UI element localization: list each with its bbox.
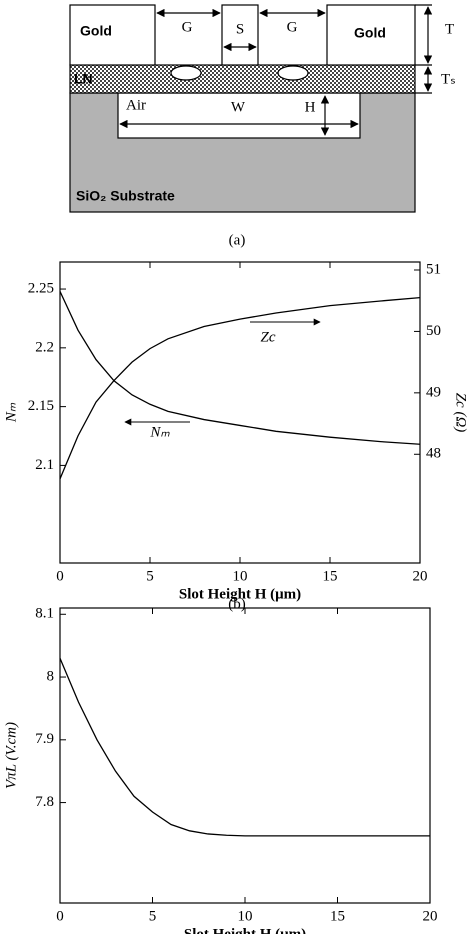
y-axis-label: Nₘ xyxy=(3,402,19,423)
label: Gold xyxy=(354,25,386,41)
x-tick-label: 10 xyxy=(238,908,253,924)
mode xyxy=(277,65,309,81)
y2-tick-label: 51 xyxy=(426,261,441,277)
y2-axis-label: Zc (Ω) xyxy=(453,393,469,433)
y-tick-label: 2.1 xyxy=(35,457,54,473)
label: W xyxy=(231,99,246,115)
series-label: Nₘ xyxy=(149,424,170,440)
ln-layer xyxy=(69,64,416,94)
y2-tick-label: 50 xyxy=(426,323,441,339)
label: T xyxy=(445,21,454,37)
x-tick-label: 10 xyxy=(233,568,248,584)
x-axis-label: Slot Height H (μm) xyxy=(184,926,306,934)
signal-electrode xyxy=(221,4,259,66)
label: G xyxy=(287,19,298,35)
y-axis-label: VπL (V.cm) xyxy=(3,722,19,789)
label: LN xyxy=(74,71,93,87)
y-tick-label: 8 xyxy=(47,668,55,684)
x-tick-label: 20 xyxy=(413,568,428,584)
x-tick-label: 0 xyxy=(56,568,64,584)
x-tick-label: 20 xyxy=(423,908,438,924)
data-line xyxy=(59,657,430,837)
label: Air xyxy=(126,97,146,113)
label: S xyxy=(236,21,244,37)
mode xyxy=(170,65,202,81)
caption: (b) xyxy=(228,596,246,612)
x-axis-label: Slot Height H (μm) xyxy=(179,586,301,602)
y2-tick-label: 48 xyxy=(426,446,441,462)
label: G xyxy=(182,19,193,35)
y-tick-label: 8.1 xyxy=(35,606,54,622)
label: SiO₂ Substrate xyxy=(76,188,175,204)
plot-frame xyxy=(59,261,421,564)
label: Gold xyxy=(80,23,112,39)
label: H xyxy=(305,99,316,115)
caption: (a) xyxy=(229,232,246,248)
y-tick-label: 2.2 xyxy=(35,339,54,355)
x-tick-label: 15 xyxy=(323,568,338,584)
y-tick-label: 7.8 xyxy=(35,794,54,810)
y-tick-label: 2.15 xyxy=(28,398,54,414)
x-tick-label: 0 xyxy=(56,908,64,924)
plot-frame xyxy=(59,607,431,904)
air-slot xyxy=(117,92,361,139)
data-line xyxy=(59,291,421,445)
y2-tick-label: 49 xyxy=(426,384,441,400)
x-tick-label: 15 xyxy=(330,908,345,924)
data-line xyxy=(59,296,421,480)
x-tick-label: 5 xyxy=(146,568,154,584)
gold-electrode xyxy=(326,4,416,66)
label: Tₛ xyxy=(441,71,456,87)
y-tick-label: 2.25 xyxy=(28,280,54,296)
gold-electrode xyxy=(69,4,156,66)
structure-diagram xyxy=(69,4,433,213)
x-tick-label: 5 xyxy=(149,908,157,924)
series-label: Zc xyxy=(261,329,276,345)
y-tick-label: 7.9 xyxy=(35,731,54,747)
